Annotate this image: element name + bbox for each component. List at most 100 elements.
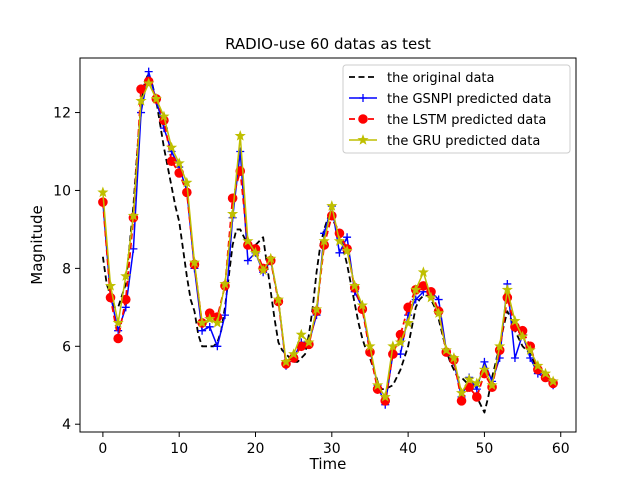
data-point-the-gru-predicted-data xyxy=(211,317,223,328)
legend-box xyxy=(342,64,571,154)
data-point-the-gru-predicted-data xyxy=(463,373,475,385)
data-point-the-gsnpi-predicted-data xyxy=(129,244,138,253)
data-point-the-gru-predicted-data xyxy=(318,235,330,246)
data-point-the-gsnpi-predicted-data xyxy=(213,342,222,351)
y-axis: 4 6 8 10 12 xyxy=(53,106,80,433)
data-point-the-gru-predicted-data xyxy=(127,209,139,221)
plot-frame xyxy=(79,57,577,433)
x-tick-label: 10 xyxy=(170,441,188,457)
data-point-the-gru-predicted-data xyxy=(234,130,246,141)
data-point-the-gru-predicted-data xyxy=(288,348,300,359)
legend-entry-the-lstm-predicted-data: the LSTM predicted data xyxy=(349,113,546,128)
y-axis-label: Magnitude xyxy=(28,205,46,284)
x-tick-label: 40 xyxy=(399,441,417,457)
legend-label-the-original-data: the original data xyxy=(387,71,494,86)
data-point-the-gru-predicted-data xyxy=(532,359,544,371)
data-point-the-gru-predicted-data xyxy=(471,377,483,389)
data-point-the-gru-predicted-data xyxy=(188,256,201,268)
data-point-the-lstm-predicted-data xyxy=(472,392,482,402)
data-point-the-gru-predicted-data xyxy=(227,207,239,219)
x-tick-label: 60 xyxy=(552,441,570,457)
x-tick-label: 0 xyxy=(98,441,107,457)
data-point-the-gru-predicted-data xyxy=(204,313,216,324)
data-point-the-gru-predicted-data xyxy=(349,280,361,291)
data-point-the-gru-predicted-data xyxy=(272,293,284,305)
data-point-the-gru-predicted-data xyxy=(257,264,269,276)
data-point-the-gru-predicted-data xyxy=(310,303,323,315)
data-point-the-gru-predicted-data xyxy=(448,352,460,363)
data-point-the-gru-predicted-data xyxy=(379,391,391,402)
data-point-the-lstm-predicted-data xyxy=(227,193,238,204)
data-point-the-gsnpi-predicted-data xyxy=(526,353,535,362)
data-point-the-lstm-predicted-data xyxy=(166,156,177,167)
legend-marker-the-lstm-predicted-data xyxy=(358,114,368,124)
data-point-the-gsnpi-predicted-data xyxy=(144,67,153,76)
data-point-the-gsnpi-predicted-data xyxy=(220,311,229,320)
series-the-gru-predicted-data xyxy=(97,77,559,402)
data-point-the-gru-predicted-data xyxy=(150,93,162,104)
data-point-the-gru-predicted-data xyxy=(509,315,521,326)
data-point-the-gsnpi-predicted-data xyxy=(343,233,352,242)
data-point-the-gsnpi-predicted-data xyxy=(396,350,405,359)
data-point-the-gru-predicted-data xyxy=(104,280,117,291)
legend-entry-the-original-data: the original data xyxy=(349,71,494,86)
data-point-the-gru-predicted-data xyxy=(219,278,231,289)
legend-entry-the-gru-predicted-data: the GRU predicted data xyxy=(349,134,540,149)
x-tick-label: 30 xyxy=(323,441,341,457)
data-point-the-gru-predicted-data xyxy=(394,336,407,348)
data-point-the-gru-predicted-data xyxy=(517,330,529,342)
data-point-the-gru-predicted-data xyxy=(120,270,132,281)
data-point-the-gru-predicted-data xyxy=(455,387,468,398)
data-point-the-gru-predicted-data xyxy=(112,317,124,328)
x-axis: 0 10 20 30 40 50 60 xyxy=(98,432,570,457)
data-point-the-gru-predicted-data xyxy=(143,77,155,89)
data-point-the-gru-predicted-data xyxy=(539,367,552,379)
y-tick-label: 10 xyxy=(53,183,71,199)
data-point-the-gru-predicted-data xyxy=(387,340,399,352)
x-axis-label: Time xyxy=(309,455,347,473)
data-point-the-gsnpi-predicted-data xyxy=(198,326,207,335)
y-tick-label: 12 xyxy=(53,106,71,122)
x-tick-label: 50 xyxy=(476,441,494,457)
data-point-the-gru-predicted-data xyxy=(417,266,429,278)
data-point-the-gru-predicted-data xyxy=(280,356,292,367)
data-point-the-gru-predicted-data xyxy=(425,291,437,303)
data-point-the-gsnpi-predicted-data xyxy=(121,303,130,312)
chart-title: RADIO-use 60 datas as test xyxy=(225,35,431,53)
data-point-the-gru-predicted-data xyxy=(249,246,262,258)
data-point-the-gru-predicted-data xyxy=(433,307,445,318)
data-point-the-gru-predicted-data xyxy=(402,317,414,328)
y-tick-label: 4 xyxy=(62,417,71,433)
data-point-the-gru-predicted-data xyxy=(494,340,506,352)
data-point-the-gsnpi-predicted-data xyxy=(205,322,214,331)
data-point-the-gru-predicted-data xyxy=(524,344,536,355)
y-tick-label: 6 xyxy=(62,339,71,355)
data-point-the-gru-predicted-data xyxy=(478,363,491,375)
data-point-the-lstm-predicted-data xyxy=(113,333,123,344)
data-point-the-gru-predicted-data xyxy=(333,235,346,246)
data-point-the-gru-predicted-data xyxy=(173,157,185,168)
data-point-the-gru-predicted-data xyxy=(97,186,109,198)
data-point-the-gru-predicted-data xyxy=(326,200,338,211)
legend-marker-the-gsnpi-predicted-data xyxy=(359,94,367,102)
data-point-the-gru-predicted-data xyxy=(295,328,307,340)
legend-label-the-gru-predicted-data: the GRU predicted data xyxy=(387,134,540,149)
data-point-the-gsnpi-predicted-data xyxy=(243,256,252,265)
data-point-the-gru-predicted-data xyxy=(372,379,384,390)
data-point-the-gru-predicted-data xyxy=(196,317,208,328)
data-point-the-gru-predicted-data xyxy=(165,141,178,153)
data-point-the-gru-predicted-data xyxy=(356,299,368,311)
plot-area xyxy=(97,67,559,414)
data-point-the-gru-predicted-data xyxy=(158,110,170,122)
data-point-the-gru-predicted-data xyxy=(242,235,254,246)
data-point-the-gru-predicted-data xyxy=(135,94,147,106)
legend-marker-the-gru-predicted-data xyxy=(357,134,369,145)
data-point-the-gru-predicted-data xyxy=(181,176,193,188)
data-point-the-gru-predicted-data xyxy=(547,375,559,387)
legend-label-the-lstm-predicted-data: the LSTM predicted data xyxy=(387,113,546,128)
legend: the original data the GSNPI predicted dat… xyxy=(342,64,571,154)
data-point-the-gru-predicted-data xyxy=(440,344,452,355)
x-tick-label: 20 xyxy=(247,441,265,457)
data-point-the-gru-predicted-data xyxy=(501,283,513,295)
